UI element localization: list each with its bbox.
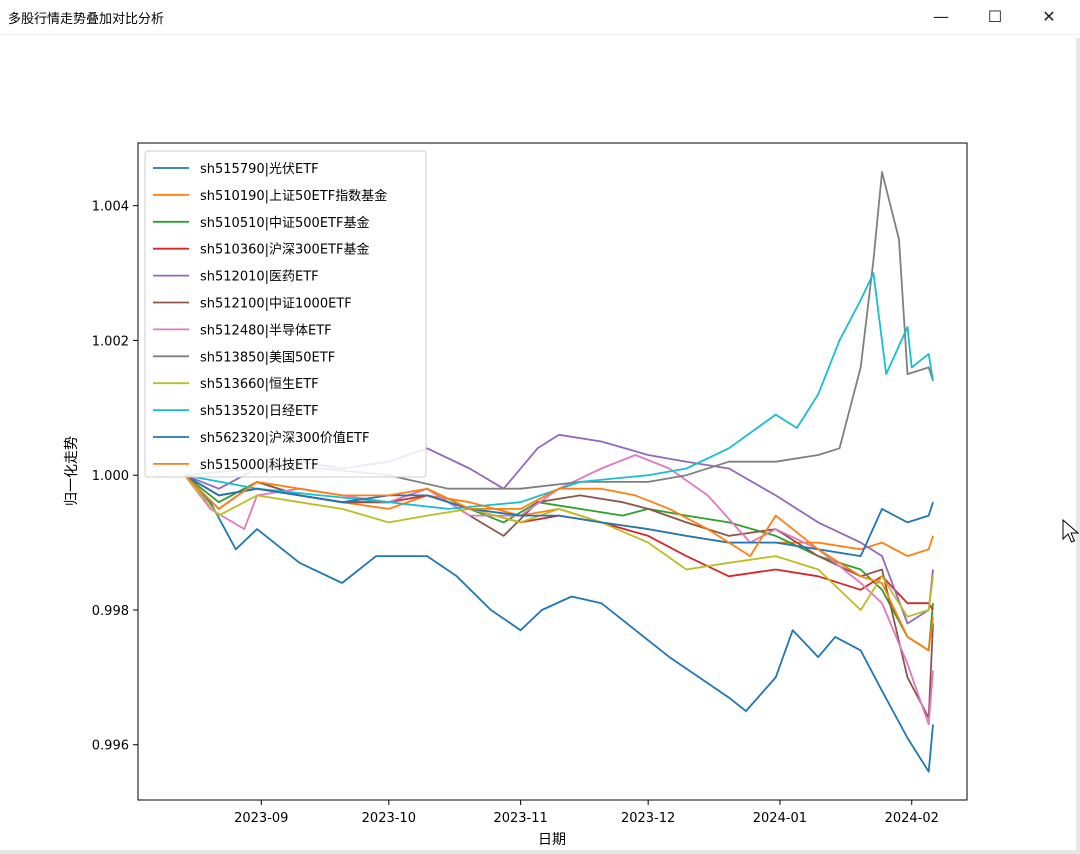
legend-label-1: sh510190|上证50ETF指数基金 [200,188,387,204]
window-titlebar: 多股行情走势叠加对比分析 — ☐ ✕ [0,0,1080,35]
window-right-edge [1076,38,1080,854]
y-tick-label: 0.996 [92,739,129,754]
y-tick-label: 1.004 [92,200,129,215]
y-tick-label: 1.000 [92,469,129,484]
x-tick-label: 2024-01 [753,811,807,826]
legend-label-9: sh513520|日经ETF [200,404,319,419]
x-tick-label: 2024-02 [885,811,939,826]
legend-label-0: sh515790|光伏ETF [200,162,319,177]
x-tick-label: 2023-10 [362,811,416,826]
x-axis-label: 日期 [538,832,566,848]
legend-label-2: sh510510|中证500ETF基金 [200,215,369,231]
legend-label-6: sh512480|半导体ETF [200,323,332,338]
legend: sh515790|光伏ETF sh510190|上证50ETF指数基金 sh5105… [144,150,427,478]
close-button[interactable]: ✕ [1042,6,1056,26]
series-line-9 [184,272,934,510]
minimize-button[interactable]: — [933,6,949,26]
legend-label-4: sh512010|医药ETF [200,270,319,285]
plot-frame [137,142,968,801]
mouse-cursor-icon [1062,519,1080,543]
x-tick-label: 2023-12 [621,811,675,826]
x-tick-label: 2023-09 [234,811,288,826]
legend-box [144,150,427,478]
x-tick-label: 2023-11 [493,811,547,826]
series-line-0 [184,474,934,773]
legend-label-10: sh562320|沪深300价值ETF [200,430,369,446]
legend-label-3: sh510360|沪深300ETF基金 [200,242,369,258]
series-line-8 [184,474,934,618]
series-line-11 [184,474,934,652]
series-line-10 [184,474,934,557]
legend-label-5: sh512100|中证1000ETF [200,297,352,312]
series-lines [184,171,934,773]
window-title: 多股行情走势叠加对比分析 [8,12,165,27]
x-axis-ticks: 2023-09 2023-10 2023-11 2023-12 2024-01 2024-… [234,800,939,826]
y-tick-label: 0.998 [92,604,129,619]
window-bottom-edge [0,850,1080,854]
legend-label-7: sh513850|美国50ETF [200,350,335,365]
legend-label-8: sh513660|恒生ETF [200,377,319,392]
y-axis-ticks: 0.996 0.998 1.000 1.002 1.004 [92,200,138,754]
legend-label-11: sh515000|科技ETF [200,458,319,473]
y-axis-label: 归一化走势 [63,436,80,506]
series-line-5 [184,474,934,719]
maximize-button[interactable]: ☐ [987,6,1003,26]
y-tick-label: 1.002 [92,334,129,349]
